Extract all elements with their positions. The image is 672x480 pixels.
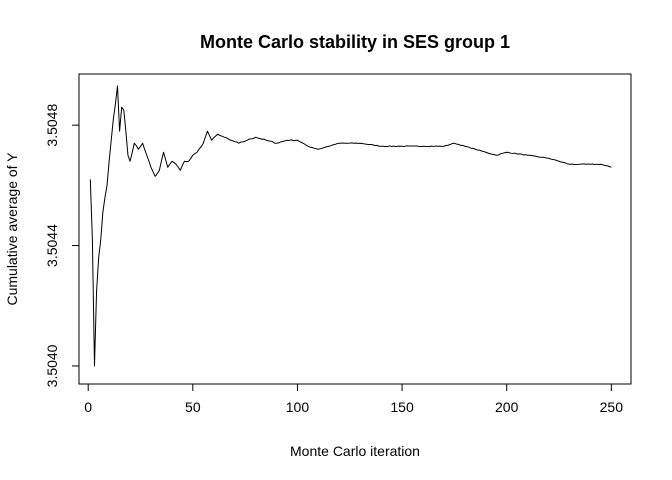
x-tick-label: 50: [185, 399, 201, 415]
plot-frame: [78, 73, 632, 385]
chart-title: Monte Carlo stability in SES group 1: [200, 32, 510, 52]
x-axis: 0 50 100 150 200 250: [84, 383, 624, 415]
x-tick-label: 0: [84, 399, 92, 415]
x-axis-label: Monte Carlo iteration: [290, 443, 420, 459]
y-tick-label: 3.5040: [44, 344, 60, 387]
y-tick-label: 3.5044: [44, 224, 60, 267]
y-axis: 3.5040 3.5044 3.5048: [44, 104, 80, 387]
y-axis-label: Cumulative average of Y: [4, 152, 20, 306]
y-tick-label: 3.5048: [44, 104, 60, 147]
series-line: [89, 85, 612, 367]
x-tick-label: 250: [600, 399, 624, 415]
x-tick-label: 100: [286, 399, 310, 415]
x-tick-label: 150: [390, 399, 414, 415]
x-tick-label: 200: [495, 399, 519, 415]
